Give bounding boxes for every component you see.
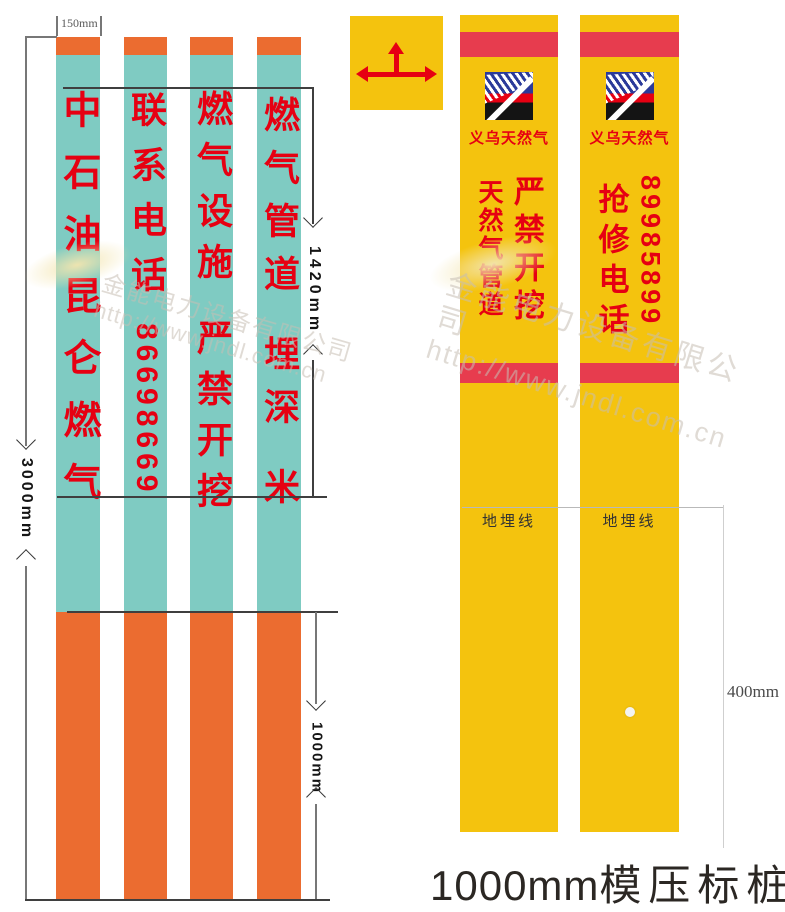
dim-1000-line-upper [315,612,317,704]
post-cap [257,37,301,55]
teal-post-3 [190,37,233,900]
phone-column-label: 抢修电话 [593,183,629,343]
dim-400-label: 400mm [727,682,779,701]
yiwu-gas-logo-icon [485,72,533,120]
dim-1420-line-lower [312,360,314,497]
ground-burial-label: 地埋线 [602,514,657,530]
teal-post-4 [257,37,301,900]
post-2-label: 联系电话 [126,91,167,311]
post-body [56,55,100,612]
dim-3000-line-upper [25,36,27,446]
post-cap [124,37,167,55]
ground-burial-label: 地埋线 [481,514,536,530]
dim-150-label: 150mm [61,16,98,30]
phone-column-number: 89985899 [635,175,666,328]
brand-name: 义乌天然气 [468,130,549,147]
post-4-text: 燃气管道 埋深 米 [259,96,300,522]
arrow-down-icon [303,208,323,228]
post-body [190,55,233,612]
phone-text-columns: 抢修电话 89985899 [580,175,679,343]
dim-400-line [723,505,724,848]
pipeline-direction-sign [350,16,443,110]
mount-hole-dot [625,707,635,717]
label-zone-bottom-line [57,496,327,498]
label-zone-top-line [63,87,313,89]
yiwu-gas-logo-icon [605,72,654,120]
dim-3000-label: 3000mm [18,458,35,541]
dim-1000-label: 1000mm [308,722,326,795]
direction-arrow-up-icon [388,42,404,74]
teal-post-1 [56,37,100,900]
brand-name: 义乌天然气 [589,130,670,147]
dim-1000-line-lower [315,804,317,900]
caption-size: 1000mm [430,862,600,909]
post-body [124,55,167,612]
red-stripe-top [460,32,558,57]
burial-depth-line [462,507,723,508]
direction-arrow-horizontal-icon [356,66,437,82]
red-stripe-bottom [580,363,679,383]
teal-post-2 [124,37,167,900]
post-base [257,612,301,900]
ground-level-line [67,611,338,613]
red-stripe-top [580,32,679,57]
warning-column-right: 严禁开挖 [509,175,544,327]
product-caption: 1000mm模压标桩 [430,852,785,912]
yellow-post-repair-phone: 义乌天然气 抢修电话 89985899 地埋线 [580,15,679,832]
dim-1420-line-upper [312,87,314,224]
dim-3000-line-lower [25,566,27,900]
dim-3000-top-tick [25,36,57,38]
dim-1420-label: 1420mm [306,246,323,335]
post-2-phone-number: 86698669 [130,323,163,497]
arrow-down-icon [306,691,326,711]
warning-text-columns: 天然气管道 严禁开挖 [460,175,558,327]
post-body [257,55,301,612]
caption-type: 模压标桩 [599,864,785,910]
post-1-text: 中石油昆仑燃气 [57,90,99,524]
post-bottom-line [25,899,330,901]
post-2-text: 联系电话 86698669 [126,91,167,497]
post-base [124,612,167,900]
dim-150-tick-right [100,16,102,36]
post-cap [56,37,100,55]
yellow-post-warning: 义乌天然气 天然气管道 严禁开挖 地埋线 [460,15,558,832]
post-base [56,612,100,900]
warning-column-left: 天然气管道 [475,179,503,319]
post-base [190,612,233,900]
post-cap [190,37,233,55]
red-stripe-bottom [460,363,558,383]
dim-150-tick-left [56,16,58,36]
post-3-text: 燃气设施 严禁开挖 [192,90,233,524]
arrow-down-icon [16,430,36,450]
